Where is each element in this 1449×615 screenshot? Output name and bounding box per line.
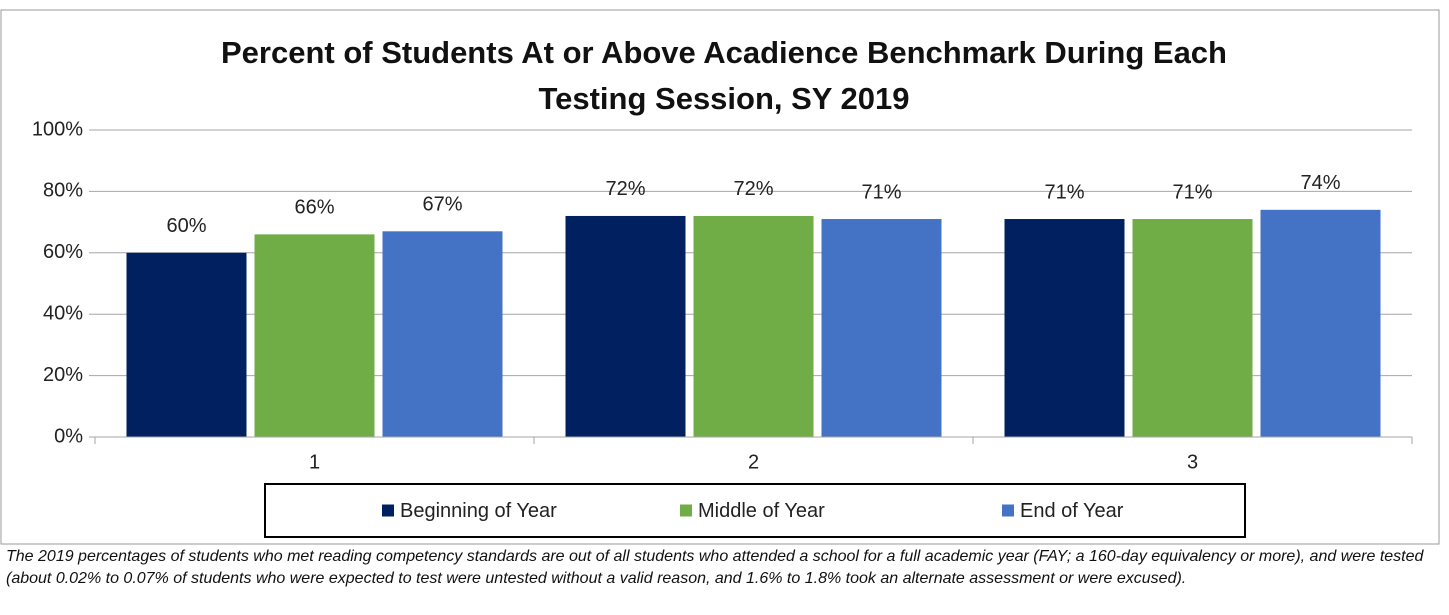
bar	[565, 215, 686, 437]
y-tick-label: 20%	[43, 364, 83, 386]
value-label: 60%	[166, 215, 206, 237]
y-tick-label: 0%	[54, 425, 83, 447]
legend-label: Beginning of Year	[400, 500, 557, 522]
x-tick-label: 1	[309, 451, 320, 473]
y-tick-label: 80%	[43, 180, 83, 202]
y-tick-label: 60%	[43, 241, 83, 263]
bar	[821, 219, 942, 437]
chart-border	[0, 9, 1440, 545]
value-label: 71%	[1172, 181, 1212, 203]
bar	[693, 215, 814, 437]
x-tick-label: 3	[1187, 451, 1198, 473]
bar	[1260, 209, 1381, 437]
chart-title: Percent of Students At or Above Acadienc…	[220, 35, 1227, 116]
legend-box	[264, 483, 1246, 538]
value-label: 72%	[605, 178, 645, 200]
bar	[126, 252, 247, 437]
y-tick-label: 40%	[43, 302, 83, 324]
bar	[1132, 219, 1253, 437]
bar	[1004, 219, 1125, 437]
legend-swatch	[680, 504, 692, 517]
value-label: 71%	[1044, 181, 1084, 203]
footnote: The 2019 percentages of students who met…	[6, 548, 1424, 587]
bar	[382, 231, 503, 437]
y-tick-label: 100%	[32, 118, 83, 140]
legend-label: End of Year	[1020, 500, 1124, 522]
value-label: 72%	[733, 178, 773, 200]
legend-label: Middle of Year	[698, 500, 825, 522]
value-label: 67%	[422, 194, 462, 216]
x-tick-label: 2	[748, 451, 759, 473]
value-label: 71%	[861, 181, 901, 203]
legend-swatch	[382, 504, 394, 517]
value-label: 66%	[294, 197, 334, 219]
bar	[254, 234, 375, 437]
legend-swatch	[1002, 504, 1014, 517]
value-label: 74%	[1300, 172, 1340, 194]
